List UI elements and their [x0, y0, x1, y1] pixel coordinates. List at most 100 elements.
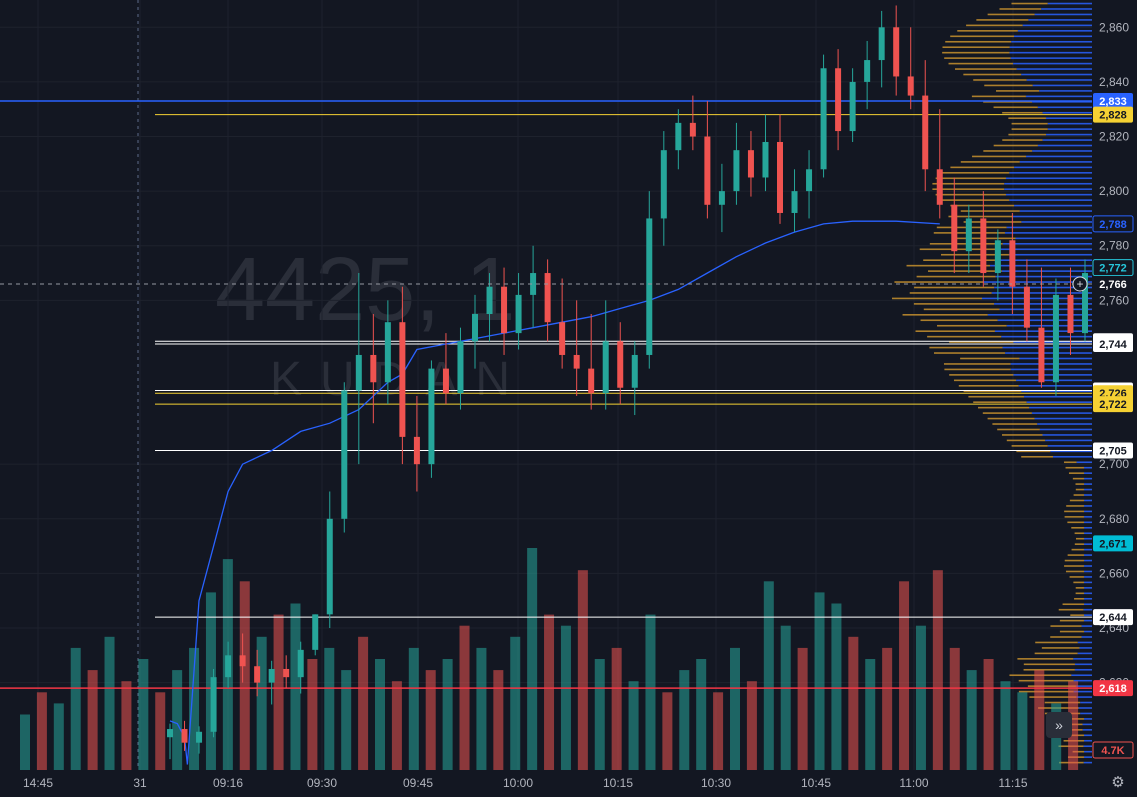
volume-bar — [408, 647, 419, 770]
profile-bar-outside — [973, 79, 1027, 81]
time-tick-label: 10:15 — [603, 776, 633, 790]
horizontal-levels — [0, 100, 1092, 689]
time-tick-label: 10:00 — [503, 776, 533, 790]
vwap-price-label-bg — [1092, 215, 1134, 233]
profile-bar-outside — [1023, 668, 1075, 671]
volume-bar — [493, 670, 504, 770]
volume-bar — [172, 670, 183, 770]
profile-bar-outside — [1023, 663, 1075, 666]
profile-bar-value-area — [1047, 128, 1092, 130]
candle-body — [559, 322, 566, 355]
profile-bar-outside — [929, 346, 1003, 349]
profile-bar-value-area — [1041, 8, 1092, 10]
volume-bar — [256, 636, 267, 770]
profile-bar-outside — [1069, 499, 1084, 502]
profile-bar-value-area — [1019, 210, 1092, 212]
profile-bar-value-area — [1084, 466, 1092, 469]
profile-bar-value-area — [1084, 532, 1092, 535]
level-price-label: 2,722 — [1099, 399, 1127, 411]
profile-bar-outside — [944, 57, 1011, 59]
profile-bar-value-area — [1019, 161, 1092, 163]
profile-bar-outside — [1008, 117, 1046, 120]
profile-bar-outside — [1035, 641, 1078, 644]
scroll-to-realtime-button[interactable]: » — [1046, 712, 1072, 738]
volume-bar — [36, 692, 47, 770]
volume-bar — [121, 681, 132, 770]
profile-bar-value-area — [1024, 395, 1092, 398]
profile-bar-value-area — [1005, 177, 1092, 180]
profile-bar-value-area — [1080, 701, 1092, 704]
price-tick-label: 2,760 — [1099, 293, 1129, 307]
profile-bar-outside — [957, 30, 1018, 32]
candle-body — [951, 204, 958, 252]
profile-bar-value-area — [1031, 412, 1092, 414]
profile-bar-outside — [960, 161, 1020, 163]
volume-bar — [594, 659, 605, 770]
profile-bar-value-area — [1084, 592, 1092, 595]
candle-body — [747, 150, 754, 178]
profile-bar-outside — [1017, 658, 1074, 660]
volume-bar — [70, 647, 81, 770]
last-price-label-bg — [1092, 259, 1134, 277]
profile-bar-outside — [982, 412, 1032, 414]
profile-bar-value-area — [1045, 117, 1092, 120]
profile-bar-outside — [935, 177, 1006, 180]
profile-bar-outside — [1018, 679, 1074, 682]
profile-bar-value-area — [997, 248, 1092, 251]
profile-bar-outside — [983, 101, 1033, 103]
profile-bar-outside — [1044, 701, 1081, 704]
profile-bar-value-area — [1077, 641, 1092, 644]
candle-body — [689, 122, 696, 137]
profile-bar-outside — [996, 90, 1040, 92]
profile-bar-outside — [1050, 625, 1082, 627]
profile-bar-outside — [993, 106, 1038, 109]
profile-bar-outside — [1011, 122, 1048, 125]
profile-bar-value-area — [1079, 647, 1092, 649]
chart-settings-button[interactable]: ⚙ — [1108, 772, 1128, 792]
profile-bar-outside — [948, 62, 1014, 65]
candle-body — [1009, 240, 1016, 287]
profile-bar-outside — [950, 35, 1015, 38]
price-tick-label: 2,840 — [1099, 75, 1129, 89]
price-axis[interactable]: 2,860 2,840 2,820 2,800 2,780 2,760 2,700 2,680… — [1092, 0, 1137, 770]
profile-bar-outside — [1064, 565, 1084, 567]
candle-body — [1023, 286, 1030, 328]
volume-bar — [53, 703, 64, 770]
volume-bar — [966, 670, 977, 770]
candle-body — [704, 136, 711, 205]
profile-bar-value-area — [1009, 199, 1092, 201]
candle-body — [167, 729, 173, 738]
profile-bar-value-area — [1013, 374, 1092, 376]
profile-bar-outside — [943, 363, 1011, 365]
profile-bar-outside — [1073, 494, 1084, 496]
candle-body — [268, 668, 275, 683]
candle-body — [588, 368, 595, 394]
profile-bar-outside — [914, 286, 995, 289]
volume-bar — [814, 592, 825, 770]
profile-bar-value-area — [1002, 243, 1092, 245]
candle-body — [341, 390, 348, 519]
volume-bar — [560, 625, 571, 770]
level-price-label-bg — [1093, 93, 1133, 110]
level-price-label: 2,744 — [1099, 339, 1127, 351]
level-price-label: 2,828 — [1099, 110, 1127, 122]
profile-bar-value-area — [1015, 237, 1092, 240]
watermark-name: KUDAN — [270, 353, 528, 406]
time-axis[interactable]: 14:45 31 09:16 09:30 09:45 10:00 10:15 10:30 10:… — [0, 770, 1137, 797]
volume-bar — [476, 647, 487, 770]
profile-bar-value-area — [982, 297, 1092, 300]
candle-body — [225, 655, 232, 678]
volume-value-label: 4.7K — [1101, 745, 1124, 757]
volume-bar — [341, 670, 352, 770]
candle-body — [1052, 294, 1059, 383]
profile-bar-outside — [1018, 690, 1074, 693]
volume-bar — [189, 647, 200, 770]
profile-bar-value-area — [1081, 636, 1092, 638]
profile-bar-value-area — [1001, 270, 1092, 272]
profile-bar-outside — [1072, 477, 1084, 480]
profile-bar-value-area — [1022, 24, 1092, 27]
price-tick-label: 2,800 — [1099, 184, 1129, 198]
profile-bar-value-area — [1018, 385, 1092, 387]
profile-bar-value-area — [1084, 477, 1092, 480]
